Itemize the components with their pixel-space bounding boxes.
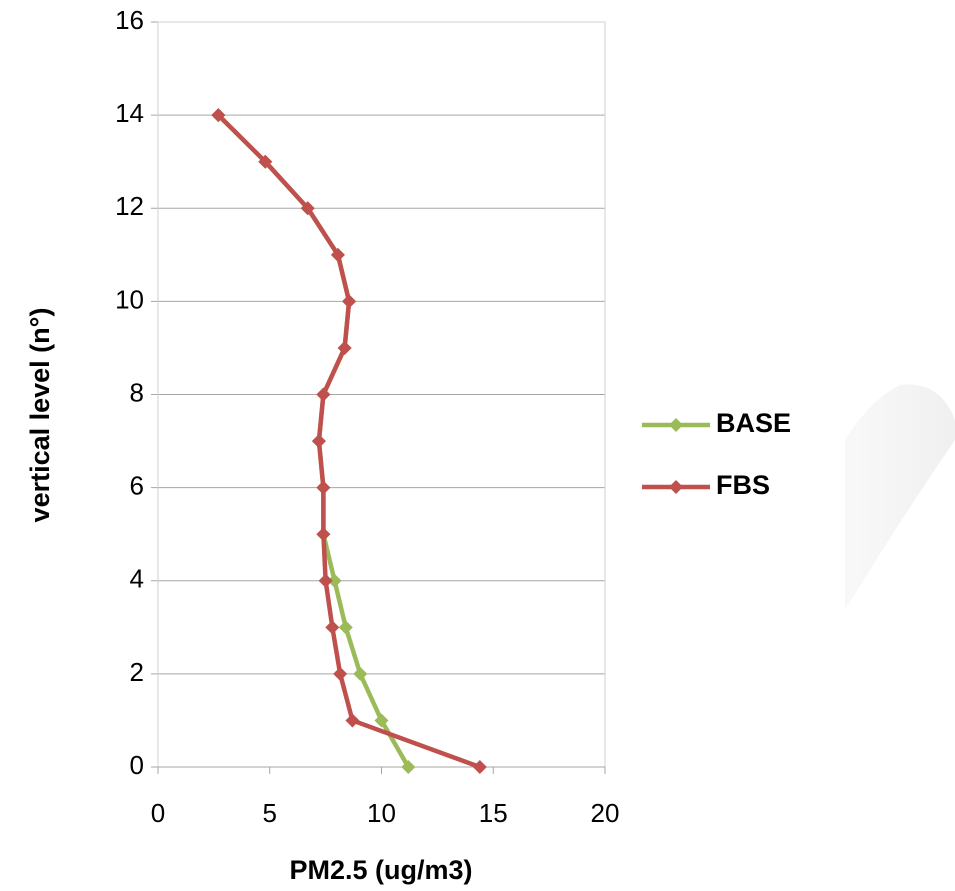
- y-tick-label: 4: [130, 564, 144, 594]
- data-point: [258, 154, 273, 169]
- y-tick-label: 0: [130, 750, 144, 780]
- series-line: [216, 113, 481, 770]
- data-point: [374, 713, 389, 728]
- legend-label: FBS: [716, 470, 770, 500]
- y-tick-label: 14: [115, 98, 144, 128]
- data-point: [337, 340, 352, 355]
- x-axis-title: PM2.5 (ug/m3): [289, 855, 472, 885]
- x-tick-label: 10: [367, 798, 396, 828]
- y-tick-label: 2: [130, 657, 144, 687]
- data-point: [333, 666, 348, 681]
- y-tick-label: 10: [115, 284, 144, 314]
- data-point: [472, 760, 487, 774]
- data-point: [353, 666, 368, 681]
- legend-marker: [669, 418, 683, 432]
- data-point: [318, 573, 333, 588]
- x-tick-label: 0: [151, 798, 165, 828]
- data-point: [401, 760, 416, 774]
- data-point: [338, 620, 353, 635]
- y-tick-label: 6: [130, 471, 144, 501]
- data-point: [345, 713, 360, 728]
- x-tick-label: 20: [591, 798, 620, 828]
- data-point: [327, 573, 342, 588]
- legend-marker: [669, 480, 683, 494]
- y-tick-label: 8: [130, 377, 144, 407]
- data-point: [325, 620, 340, 635]
- y-axis-title: vertical level (n°): [25, 308, 55, 523]
- decoration: [845, 384, 955, 610]
- data-point: [211, 108, 226, 123]
- y-tick-label: 12: [115, 191, 144, 221]
- data-point: [330, 247, 345, 262]
- data-point: [300, 201, 315, 216]
- x-tick-label: 15: [479, 798, 508, 828]
- data-point: [316, 480, 331, 495]
- data-point: [342, 294, 357, 309]
- y-tick-label: 16: [115, 5, 144, 35]
- data-point: [311, 434, 326, 449]
- data-point: [316, 387, 331, 402]
- data-point: [316, 527, 331, 542]
- legend-label: BASE: [716, 408, 791, 438]
- x-tick-label: 5: [263, 798, 277, 828]
